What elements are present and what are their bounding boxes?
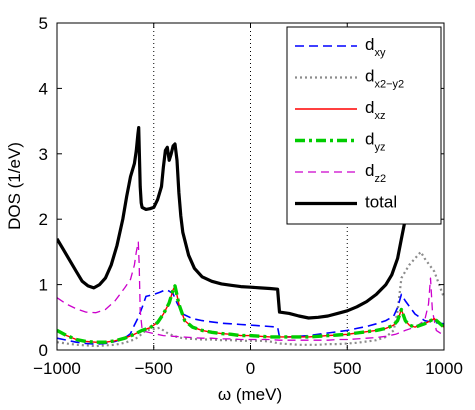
y-tick-label: 4 bbox=[39, 79, 48, 98]
legend-label: dxy bbox=[365, 35, 386, 59]
y-tick-label: 5 bbox=[39, 14, 48, 33]
x-axis-label: ω (meV) bbox=[218, 385, 282, 404]
x-tick-label: 500 bbox=[333, 359, 361, 378]
series-line-4 bbox=[57, 241, 444, 341]
legend-label: dxz bbox=[365, 98, 385, 122]
axis-ticks: −1000 −500 0 500 1000 0 1 2 3 4 5 bbox=[33, 14, 463, 378]
y-tick-label: 0 bbox=[39, 341, 48, 360]
y-tick-label: 3 bbox=[39, 145, 48, 164]
legend: dxy dx2−y2 dxz dyz dz2 total bbox=[286, 26, 442, 225]
legend-label: dyz bbox=[365, 130, 385, 154]
x-tick-label: −500 bbox=[135, 359, 173, 378]
legend-box bbox=[286, 26, 442, 225]
series-line-3 bbox=[57, 284, 444, 344]
series-line-1 bbox=[57, 250, 444, 348]
x-tick-label: −1000 bbox=[33, 359, 81, 378]
y-tick-label: 1 bbox=[39, 276, 48, 295]
series-line-0 bbox=[57, 289, 444, 345]
x-tick-label: 0 bbox=[246, 359, 255, 378]
legend-label: dz2 bbox=[365, 161, 386, 185]
series-line-5 bbox=[57, 126, 414, 320]
legend-label: total bbox=[365, 193, 397, 212]
x-tick-label: 1000 bbox=[425, 359, 463, 378]
legend-label: dx2−y2 bbox=[365, 67, 404, 91]
y-tick-label: 2 bbox=[39, 210, 48, 229]
series-layer bbox=[57, 126, 444, 348]
y-axis-label: DOS (1/eV) bbox=[5, 142, 24, 230]
